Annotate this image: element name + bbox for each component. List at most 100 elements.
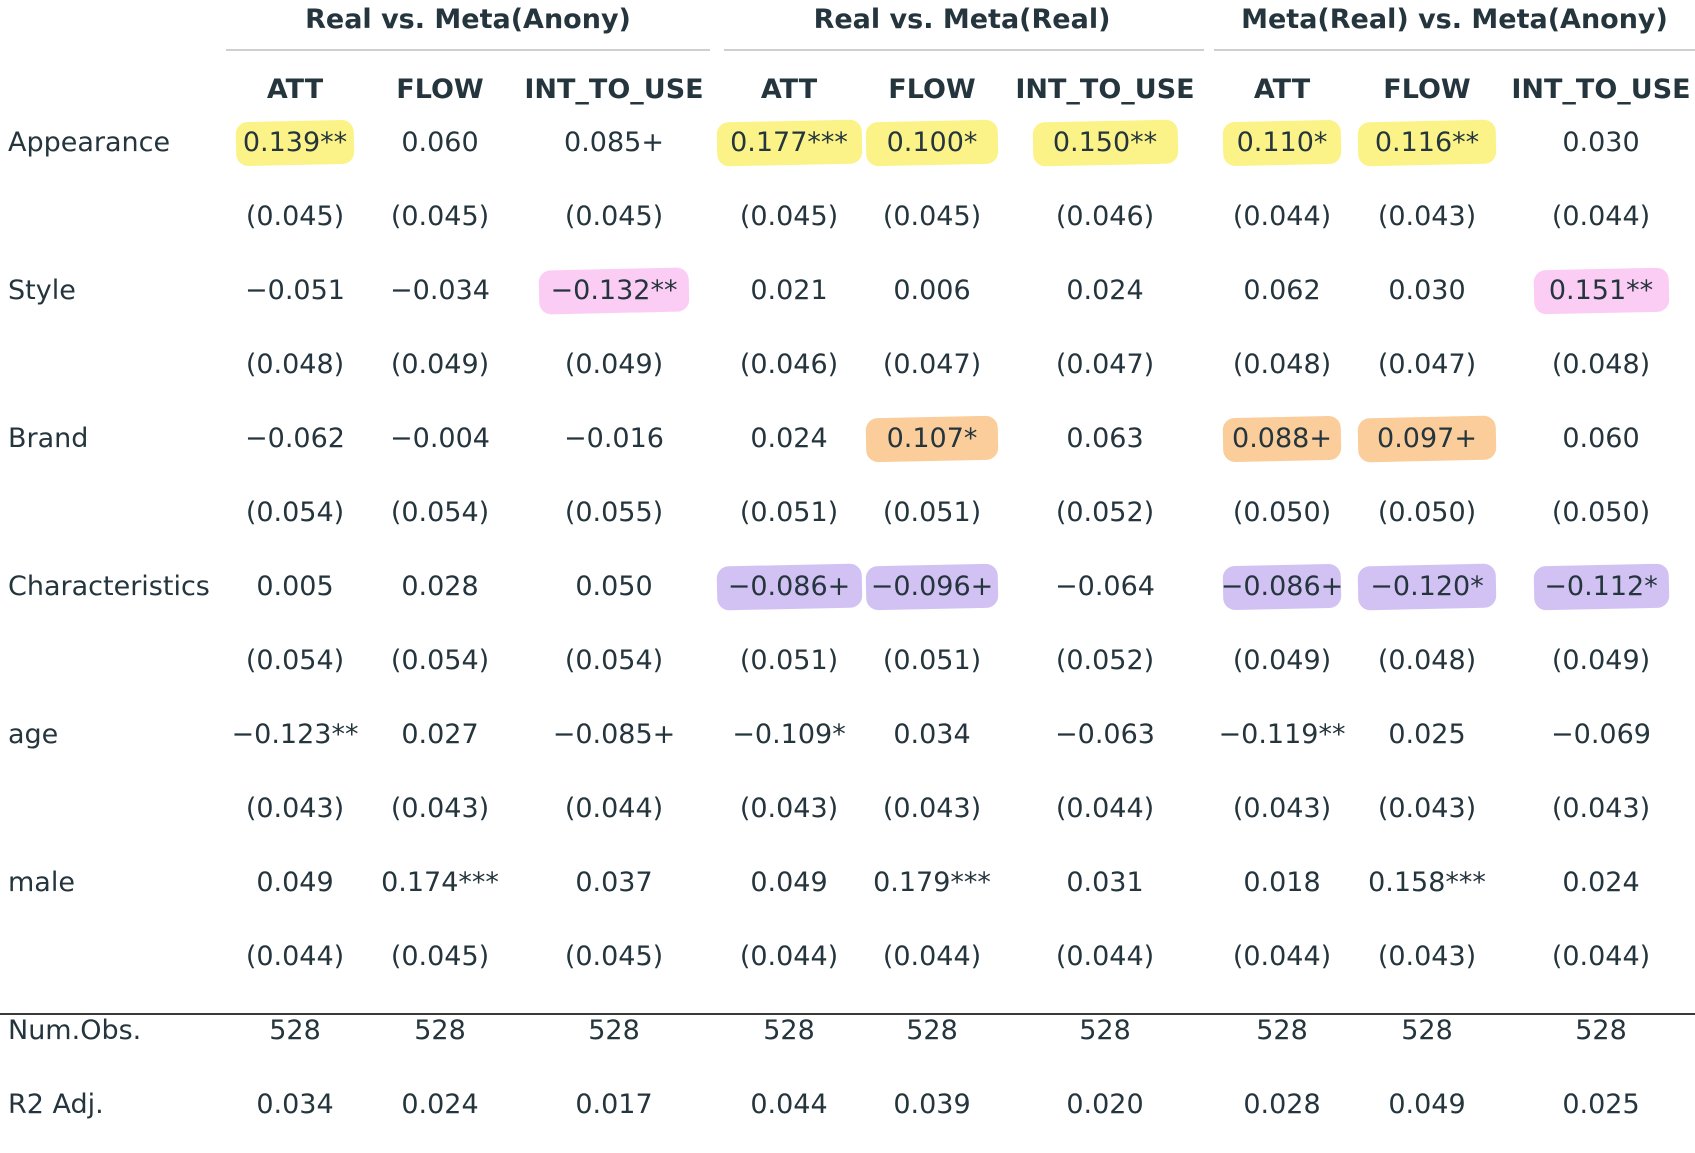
row-label: male bbox=[8, 867, 75, 898]
cell-value: (0.050) bbox=[1232, 497, 1332, 528]
table-cell: (0.048) bbox=[220, 343, 370, 387]
table-cell: (0.045) bbox=[709, 195, 869, 239]
group-underline-1 bbox=[226, 49, 710, 51]
cell-value: 0.024 bbox=[401, 1089, 479, 1120]
table-cell: 528 bbox=[860, 1009, 1005, 1053]
row-label: age bbox=[8, 719, 59, 750]
table-cell: 0.088+ bbox=[1207, 415, 1357, 463]
table-cell: (0.044) bbox=[1509, 195, 1694, 239]
cell-value: 0.018 bbox=[1243, 867, 1321, 898]
table-cell: −0.063 bbox=[1013, 713, 1198, 757]
group-header-1: Real vs. Meta(Anony) bbox=[305, 4, 631, 35]
table-cell: 0.174*** bbox=[368, 861, 513, 905]
table-cell: (0.044) bbox=[709, 935, 869, 979]
table-cell: (0.043) bbox=[1509, 787, 1694, 831]
table-cell: 0.049 bbox=[709, 861, 869, 905]
table-cell: 0.060 bbox=[1509, 417, 1694, 461]
table-cell: 0.030 bbox=[1509, 121, 1694, 165]
column-header-1: ATT bbox=[266, 74, 324, 105]
cell-value: 0.085+ bbox=[564, 127, 664, 158]
table-cell: −0.096+ bbox=[860, 563, 1005, 611]
cell-value: −0.109* bbox=[732, 719, 846, 750]
cell-value: −0.112* bbox=[1544, 571, 1658, 602]
cell-value: 528 bbox=[1401, 1015, 1453, 1046]
column-header-7: ATT bbox=[1253, 74, 1311, 105]
table-cell: 528 bbox=[1352, 1009, 1502, 1053]
cell-value: 0.139** bbox=[242, 127, 348, 158]
table-cell: −0.064 bbox=[1013, 565, 1198, 609]
table-cell: (0.044) bbox=[1013, 935, 1198, 979]
table-cell: −0.119** bbox=[1207, 713, 1357, 757]
table-cell: (0.051) bbox=[709, 639, 869, 683]
table-cell: (0.050) bbox=[1207, 491, 1357, 535]
table-cell: (0.054) bbox=[220, 639, 370, 683]
table-cell: (0.043) bbox=[860, 787, 1005, 831]
cell-value: 0.177*** bbox=[730, 127, 848, 158]
cell-value: (0.046) bbox=[1055, 201, 1155, 232]
table-cell: (0.045) bbox=[519, 935, 709, 979]
table-cell: (0.051) bbox=[709, 491, 869, 535]
cell-value: (0.054) bbox=[390, 497, 490, 528]
table-cell: 0.025 bbox=[1352, 713, 1502, 757]
table-cell: −0.112* bbox=[1509, 563, 1694, 611]
column-header-3: INT_TO_USE bbox=[524, 74, 704, 105]
table-cell: (0.045) bbox=[220, 195, 370, 239]
cell-value: (0.051) bbox=[882, 497, 982, 528]
column-header-9: INT_TO_USE bbox=[1511, 74, 1691, 105]
table-cell: 0.034 bbox=[220, 1083, 370, 1127]
table-cell: 0.150** bbox=[1013, 119, 1198, 167]
cell-value: (0.044) bbox=[245, 941, 345, 972]
cell-value: 0.050 bbox=[575, 571, 653, 602]
column-header-5: FLOW bbox=[888, 74, 976, 105]
cell-value: −0.051 bbox=[245, 275, 345, 306]
cell-value: 528 bbox=[906, 1015, 958, 1046]
cell-value: (0.049) bbox=[390, 349, 490, 380]
table-cell: 0.100* bbox=[860, 119, 1005, 167]
cell-value: −0.086+ bbox=[727, 571, 851, 602]
row-label: Brand bbox=[8, 423, 89, 454]
cell-value: 0.025 bbox=[1562, 1089, 1640, 1120]
table-cell: (0.047) bbox=[1352, 343, 1502, 387]
table-cell: (0.046) bbox=[709, 343, 869, 387]
cell-value: (0.048) bbox=[1232, 349, 1332, 380]
cell-value: 0.031 bbox=[1066, 867, 1144, 898]
table-cell: −0.086+ bbox=[1207, 563, 1357, 611]
cell-value: (0.043) bbox=[1377, 793, 1477, 824]
table-cell: (0.050) bbox=[1509, 491, 1694, 535]
table-cell: −0.109* bbox=[709, 713, 869, 757]
cell-value: (0.048) bbox=[1377, 645, 1477, 676]
table-cell: 0.021 bbox=[709, 269, 869, 313]
table-cell: 0.049 bbox=[1352, 1083, 1502, 1127]
table-cell: (0.054) bbox=[368, 491, 513, 535]
cell-value: 0.107* bbox=[886, 423, 978, 454]
table-cell: 0.018 bbox=[1207, 861, 1357, 905]
table-cell: 0.044 bbox=[709, 1083, 869, 1127]
table-cell: (0.044) bbox=[1207, 195, 1357, 239]
cell-value: (0.043) bbox=[1232, 793, 1332, 824]
cell-value: (0.051) bbox=[739, 497, 839, 528]
cell-value: 0.158*** bbox=[1368, 867, 1486, 898]
table-cell: (0.048) bbox=[1509, 343, 1694, 387]
table-cell: −0.123** bbox=[220, 713, 370, 757]
cell-value: 528 bbox=[269, 1015, 321, 1046]
cell-value: (0.043) bbox=[882, 793, 982, 824]
table-cell: (0.044) bbox=[1207, 935, 1357, 979]
table-cell: (0.043) bbox=[1352, 195, 1502, 239]
table-cell: (0.043) bbox=[1352, 787, 1502, 831]
group-header-3: Meta(Real) vs. Meta(Anony) bbox=[1241, 4, 1668, 35]
table-cell: −0.062 bbox=[220, 417, 370, 461]
cell-value: 528 bbox=[588, 1015, 640, 1046]
table-cell: 0.037 bbox=[519, 861, 709, 905]
cell-value: (0.043) bbox=[1377, 201, 1477, 232]
table-cell: 0.024 bbox=[1013, 269, 1198, 313]
table-cell: 0.024 bbox=[709, 417, 869, 461]
table-cell: 0.024 bbox=[368, 1083, 513, 1127]
table-cell: 0.158*** bbox=[1352, 861, 1502, 905]
cell-value: (0.047) bbox=[882, 349, 982, 380]
cell-value: −0.132** bbox=[550, 275, 678, 306]
cell-value: 0.017 bbox=[575, 1089, 653, 1120]
cell-value: −0.086+ bbox=[1220, 571, 1344, 602]
table-cell: (0.043) bbox=[220, 787, 370, 831]
table-cell: 0.097+ bbox=[1352, 415, 1502, 463]
cell-value: (0.054) bbox=[245, 497, 345, 528]
